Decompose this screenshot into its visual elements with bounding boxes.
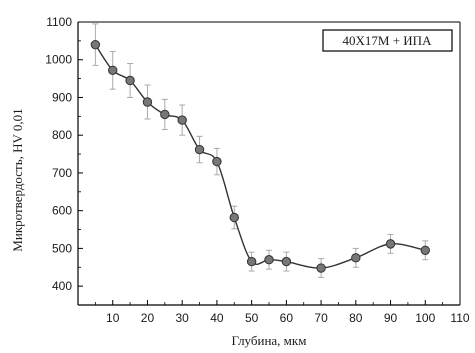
x-tick-label: 20 [141, 311, 155, 325]
data-point [351, 253, 361, 263]
data-point [316, 263, 326, 273]
data-point [142, 97, 153, 107]
y-tick-label: 1000 [45, 53, 72, 67]
data-point [264, 255, 274, 265]
data-point [385, 239, 396, 249]
data-point [125, 75, 135, 86]
data-point [281, 256, 292, 267]
error-bars [92, 23, 429, 278]
y-tick-label: 1100 [46, 15, 72, 29]
trend-line [94, 44, 426, 269]
data-point [246, 256, 257, 267]
legend-frame [322, 29, 453, 52]
x-tick-label: 10 [106, 311, 120, 325]
x-tick-label: 100 [415, 311, 435, 325]
y-tick-label: 400 [52, 279, 72, 293]
data-point [108, 65, 118, 75]
x-tick-label: 90 [384, 311, 398, 325]
data-point [160, 109, 170, 120]
data-point [177, 115, 187, 125]
x-tick-label: 50 [245, 311, 259, 325]
legend-box: 40Х17М + ИПА [322, 29, 453, 52]
x-tick-label: 40 [210, 311, 224, 325]
y-tick-label: 600 [52, 204, 72, 218]
data-points [90, 39, 430, 273]
x-tick-label: 60 [280, 311, 294, 325]
y-tick-label: 900 [52, 90, 72, 104]
y-tick-label: 500 [52, 241, 72, 255]
y-tick-label: 700 [52, 166, 72, 180]
data-point [212, 156, 222, 167]
y-axis-label: Микротвердость, HV 0,01 [10, 108, 25, 251]
x-axis-label: Глубина, мкм [232, 333, 307, 348]
axes: 10 20 30 40 50 60 70 80 90 100 110 400 500 600 700 800 9… [45, 15, 470, 325]
x-tick-label: 30 [176, 311, 190, 325]
data-point [229, 212, 239, 223]
data-point [90, 39, 101, 50]
x-tick-label: 70 [314, 311, 328, 325]
x-tick-label: 80 [349, 311, 363, 325]
data-point [420, 245, 430, 255]
legend-label: 40Х17М + ИПА [343, 33, 433, 48]
data-point [194, 144, 205, 155]
y-tick-label: 800 [52, 128, 72, 142]
x-tick-label: 110 [450, 311, 469, 325]
